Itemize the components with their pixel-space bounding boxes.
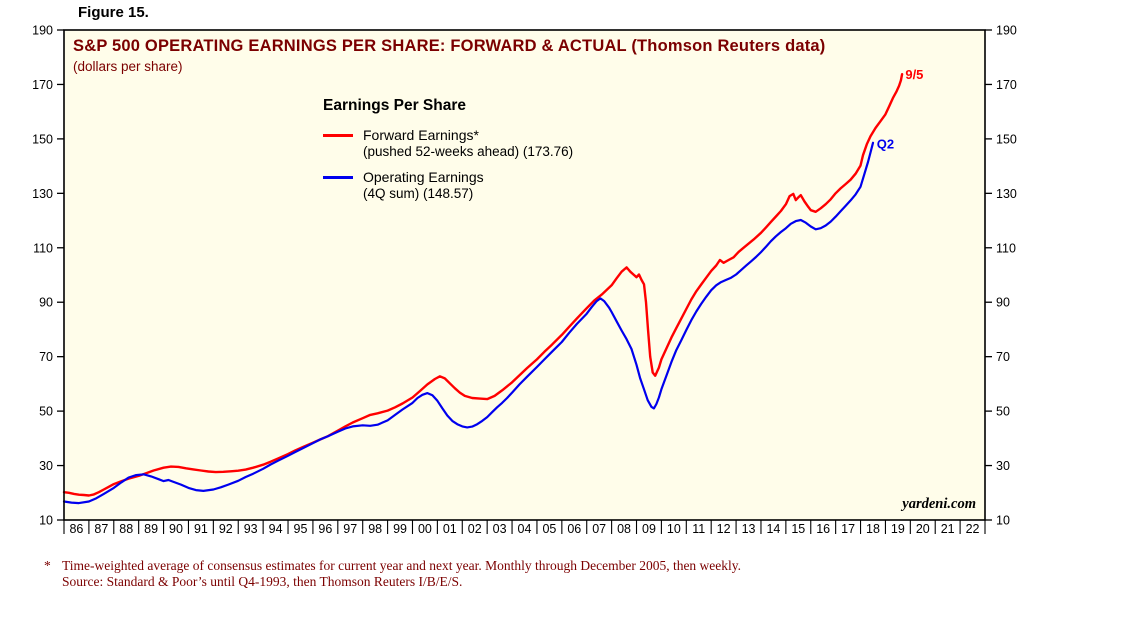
y-axis-tick-label-right: 10	[996, 514, 1010, 528]
x-axis-tick-label: 09	[642, 522, 656, 536]
y-axis-tick-label-left: 150	[32, 132, 53, 146]
x-axis-tick-label: 90	[169, 522, 183, 536]
forward-earnings-line-swatch	[323, 134, 353, 137]
y-axis-tick-label-right: 130	[996, 187, 1017, 201]
footnote-line-1: Time-weighted average of consensus estim…	[62, 558, 742, 573]
legend: Earnings Per Share Forward Earnings* (pu…	[323, 97, 573, 202]
x-axis-tick-label: 18	[866, 522, 880, 536]
x-axis-tick-label: 14	[766, 522, 780, 536]
x-axis-tick-label: 20	[916, 522, 930, 536]
x-axis-tick-label: 19	[891, 522, 905, 536]
x-axis-tick-label: 07	[592, 522, 606, 536]
operating-earnings-line-swatch	[323, 176, 353, 179]
footnote-marker: *	[44, 558, 51, 573]
y-axis-tick-label-left: 50	[39, 405, 53, 419]
x-axis-tick-label: 99	[393, 522, 407, 536]
x-axis-tick-label: 03	[493, 522, 507, 536]
x-axis-tick-label: 89	[144, 522, 158, 536]
y-axis-tick-label-left: 10	[39, 514, 53, 528]
plot-border	[63, 29, 986, 521]
y-axis-tick-label-right: 150	[996, 132, 1017, 146]
x-axis-tick-label: 01	[443, 522, 457, 536]
x-axis-tick-label: 96	[318, 522, 332, 536]
yardeni-watermark: yardeni.com	[902, 496, 976, 512]
x-axis-tick-label: 04	[518, 522, 532, 536]
annotation-Q2: Q2	[877, 136, 894, 151]
chart-subtitle: (dollars per share)	[73, 59, 183, 74]
y-axis-tick-label-left: 30	[39, 459, 53, 473]
y-axis-tick-label-right: 70	[996, 350, 1010, 364]
x-axis-tick-label: 22	[966, 522, 980, 536]
y-axis-tick-label-right: 90	[996, 296, 1010, 310]
y-axis-tick-label-right: 50	[996, 405, 1010, 419]
x-axis-tick-label: 97	[343, 522, 357, 536]
x-axis-tick-label: 21	[941, 522, 955, 536]
legend-title: Earnings Per Share	[323, 97, 467, 114]
legend-label-operating-earnings: Operating Earnings	[363, 169, 484, 185]
x-axis-tick-label: 11	[692, 522, 705, 536]
x-axis-tick-label: 02	[468, 522, 482, 536]
x-axis-tick-label: 91	[194, 522, 208, 536]
legend-label-forward-earnings: Forward Earnings*	[363, 127, 479, 143]
x-axis-tick-label: 95	[294, 522, 308, 536]
x-axis-tick-label: 15	[791, 522, 805, 536]
legend-sublabel-forward-earnings: (pushed 52-weeks ahead) (173.76)	[363, 144, 574, 159]
footnote-line-2: Source: Standard & Poor’s until Q4-1993,…	[62, 574, 463, 589]
y-axis-tick-label-left: 190	[32, 24, 53, 38]
x-axis-tick-label: 16	[816, 522, 830, 536]
y-axis-tick-label-right: 30	[996, 459, 1010, 473]
chart-title: S&P 500 OPERATING EARNINGS PER SHARE: FO…	[73, 37, 826, 55]
x-axis-tick-label: 12	[717, 522, 731, 536]
x-axis-tick-label: 17	[841, 522, 855, 536]
figure-label: Figure 15.	[78, 4, 149, 21]
x-axis-tick-label: 93	[244, 522, 258, 536]
footnote: * Time-weighted average of consensus est…	[44, 558, 741, 590]
x-axis-tick-label: 05	[542, 522, 556, 536]
y-axis-tick-label-left: 90	[39, 296, 53, 310]
y-axis-tick-label-right: 190	[996, 24, 1017, 38]
x-axis-tick-label: 98	[368, 522, 382, 536]
plot-area	[64, 30, 985, 520]
x-axis-tick-label: 00	[418, 522, 432, 536]
y-axis-tick-label-left: 110	[33, 241, 53, 255]
y-axis-tick-label-right: 170	[996, 78, 1017, 92]
x-axis-tick-label: 94	[269, 522, 283, 536]
x-axis-tick-label: 08	[617, 522, 631, 536]
x-axis-tick-label: 88	[119, 522, 133, 536]
y-axis-tick-label-right: 110	[996, 241, 1016, 255]
x-axis-tick-label: 87	[94, 522, 108, 536]
y-axis-tick-label-left: 130	[32, 187, 53, 201]
legend-item-operating-earnings: Operating Earnings (4Q sum) (148.57)	[323, 169, 573, 202]
annotation-9/5: 9/5	[905, 67, 923, 82]
y-axis-tick-label-left: 70	[39, 350, 53, 364]
y-axis-tick-label-left: 170	[32, 78, 53, 92]
legend-sublabel-operating-earnings: (4Q sum) (148.57)	[363, 186, 474, 201]
x-axis-tick-label: 06	[567, 522, 581, 536]
x-axis-tick-label: 92	[219, 522, 233, 536]
series-line-1	[62, 141, 875, 505]
series-line-0	[62, 72, 904, 497]
x-axis-tick-label: 10	[667, 522, 681, 536]
x-axis-tick-label: 86	[69, 522, 83, 536]
x-axis-tick-label: 13	[742, 522, 756, 536]
legend-item-forward-earnings: Forward Earnings* (pushed 52-weeks ahead…	[323, 127, 573, 160]
